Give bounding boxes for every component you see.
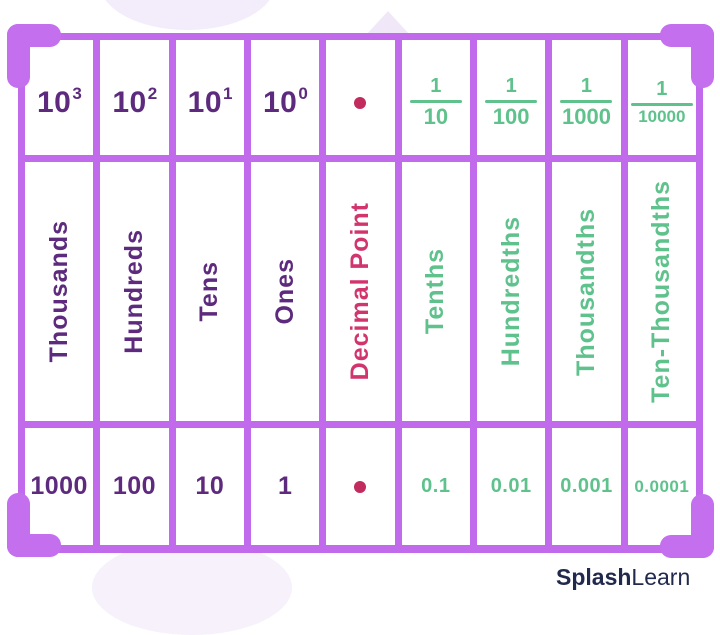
- fraction-label: 1 100: [485, 75, 538, 130]
- background-blob-top: [100, 0, 275, 30]
- cell-value-ten-thousandths: 0.0001: [627, 428, 696, 545]
- value-label: 1000: [30, 472, 88, 500]
- background-blob-bottom: [92, 540, 292, 635]
- place-name-label: Ones: [270, 258, 299, 325]
- place-name-label: Thousands: [44, 220, 73, 363]
- fraction-label: 1 1000: [560, 75, 613, 130]
- power-exponent: 3: [72, 83, 83, 103]
- place-name-label: Thousandths: [571, 207, 600, 376]
- cell-name-decimal-point: Decimal Point: [326, 162, 395, 421]
- fraction-denominator: 100: [492, 104, 530, 130]
- cell-name-hundredths: Hundredths: [477, 162, 546, 421]
- value-label: 0.001: [560, 475, 613, 497]
- place-name-label: Tenths: [421, 248, 450, 335]
- cell-name-tens: Tens: [175, 162, 244, 421]
- cell-name-thousands: Thousands: [25, 162, 94, 421]
- place-name-label: Hundredths: [496, 216, 525, 367]
- cell-symbol-thousands: 103: [25, 40, 94, 155]
- cell-symbol-hundreds: 102: [100, 40, 169, 155]
- power-exponent: 2: [147, 83, 158, 103]
- splashlearn-logo: SplashLearn: [556, 564, 690, 591]
- fraction-denominator: 10: [423, 104, 449, 130]
- cell-name-tenths: Tenths: [401, 162, 470, 421]
- decimal-dot-icon: [354, 480, 367, 493]
- value-label: 0.01: [490, 475, 532, 497]
- fraction-numerator: 1: [505, 75, 517, 98]
- cell-value-thousands: 1000: [25, 428, 94, 545]
- cell-value-ones: 1: [251, 428, 320, 545]
- value-label: 100: [112, 472, 157, 500]
- cell-value-hundreds: 100: [100, 428, 169, 545]
- decimal-dot-icon: [354, 96, 367, 109]
- fraction-denominator: 10000: [638, 107, 686, 127]
- cell-symbol-ten-thousandths: 1 10000: [627, 40, 696, 155]
- logo-light-part: Learn: [631, 564, 691, 590]
- place-name-label: Decimal Point: [345, 202, 374, 381]
- place-name-label: Ten-Thousandths: [647, 180, 676, 403]
- fraction-label: 1 10: [409, 75, 462, 130]
- background-triangle: [366, 11, 410, 35]
- power-of-ten-label: 101: [187, 83, 233, 119]
- cell-symbol-hundredths: 1 100: [477, 40, 546, 155]
- fraction-denominator: 1000: [562, 104, 611, 130]
- fraction-bar: [485, 100, 538, 104]
- place-value-table: 103 Thousands 1000 102 Hundreds 100 101 Tens 10 1…: [18, 33, 703, 553]
- table-grid: 103 Thousands 1000 102 Hundreds 100 101 Tens 10 1…: [25, 40, 696, 546]
- logo-bold-part: Splash: [556, 564, 632, 590]
- cell-name-thousandths: Thousandths: [552, 162, 621, 421]
- power-of-ten-label: 103: [36, 83, 83, 119]
- cell-name-hundreds: Hundreds: [100, 162, 169, 421]
- cell-value-hundredths: 0.01: [477, 428, 546, 545]
- cell-symbol-thousandths: 1 1000: [552, 40, 621, 155]
- fraction-bar: [630, 103, 693, 107]
- cell-value-tenths: 0.1: [401, 428, 470, 545]
- fraction-numerator: 1: [580, 75, 593, 98]
- place-name-label: Tens: [195, 261, 224, 322]
- cell-name-ones: Ones: [251, 162, 320, 421]
- cell-symbol-tenths: 1 10: [401, 40, 470, 155]
- value-label: 0.0001: [634, 476, 690, 496]
- cell-value-tens: 10: [175, 428, 244, 545]
- power-exponent: 1: [223, 83, 233, 103]
- place-name-label: Hundreds: [119, 229, 148, 354]
- fraction-bar: [560, 100, 613, 104]
- fraction-numerator: 1: [430, 75, 442, 98]
- fraction-numerator: 1: [656, 78, 668, 101]
- power-exponent: 0: [298, 83, 309, 103]
- value-label: 0.1: [421, 475, 451, 497]
- cell-symbol-ones: 100: [251, 40, 320, 155]
- place-value-chart: 103 Thousands 1000 102 Hundreds 100 101 Tens 10 1…: [7, 0, 714, 635]
- value-label: 1: [277, 472, 293, 500]
- cell-symbol-decimal-point: [326, 40, 395, 155]
- power-of-ten-label: 100: [262, 83, 309, 119]
- cell-name-ten-thousandths: Ten-Thousandths: [627, 162, 696, 421]
- fraction-label: 1 10000: [630, 78, 693, 127]
- value-label: 10: [195, 472, 225, 500]
- power-of-ten-label: 102: [112, 83, 158, 119]
- cell-symbol-tens: 101: [175, 40, 244, 155]
- fraction-bar: [409, 100, 462, 104]
- cell-value-decimal-point: [326, 428, 395, 545]
- cell-value-thousandths: 0.001: [552, 428, 621, 545]
